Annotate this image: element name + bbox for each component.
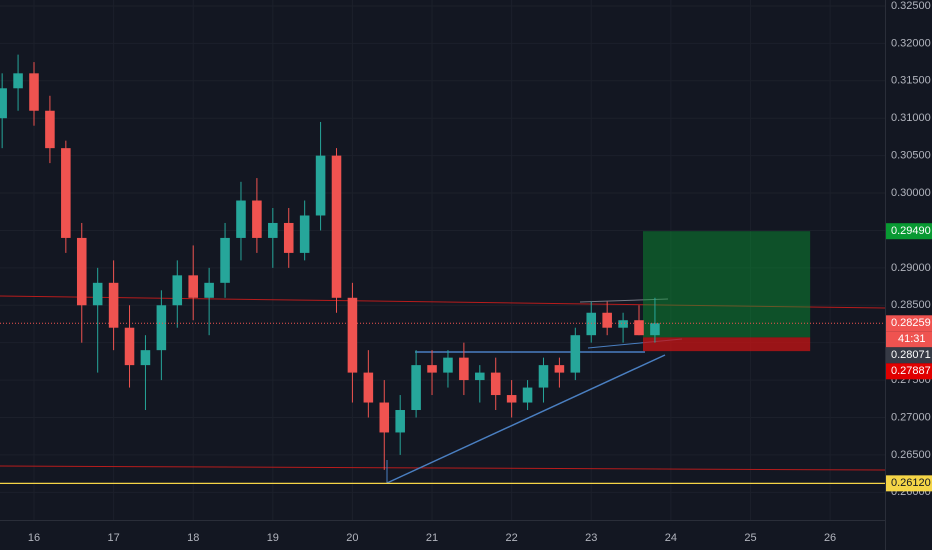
x-tick-label: 25 bbox=[744, 532, 756, 544]
x-tick-label: 22 bbox=[506, 532, 518, 544]
candle-body bbox=[13, 73, 23, 89]
candle-body bbox=[140, 350, 151, 366]
candle-body bbox=[29, 73, 39, 111]
x-tick-label: 19 bbox=[267, 532, 279, 544]
price-label-box bbox=[886, 315, 932, 332]
price-label-box bbox=[886, 347, 932, 364]
candle-body bbox=[299, 215, 310, 253]
candle-body bbox=[236, 200, 246, 238]
candle-body bbox=[252, 200, 262, 238]
candle-body bbox=[459, 357, 469, 381]
price-labels: 0.29490 0.28259 41:31 0.28071 0.27887 0.26120 bbox=[886, 223, 932, 492]
loss-zone bbox=[642, 337, 811, 352]
y-tick-label: 0.26500 bbox=[891, 449, 931, 461]
y-tick-label: 0.28500 bbox=[891, 299, 931, 311]
trend-line bbox=[579, 298, 669, 303]
candle-body bbox=[315, 155, 326, 216]
candle-body bbox=[411, 365, 421, 411]
x-tick-label: 18 bbox=[187, 532, 199, 544]
countdown-box bbox=[886, 331, 932, 348]
candle-body bbox=[45, 110, 55, 149]
price-label: 0.28259 bbox=[891, 317, 931, 329]
trend-line bbox=[0, 295, 886, 309]
candle-body bbox=[522, 387, 533, 403]
candle-body bbox=[331, 155, 342, 298]
candle-body bbox=[268, 222, 278, 238]
candle-body bbox=[188, 275, 198, 298]
x-tick-label: 23 bbox=[585, 532, 597, 544]
x-tick-label: 21 bbox=[426, 532, 438, 544]
candle-body bbox=[92, 282, 103, 306]
y-tick-label: 0.31500 bbox=[891, 75, 931, 87]
y-tick-label: 0.29000 bbox=[891, 262, 931, 274]
price-label-box bbox=[886, 363, 932, 380]
candle-body bbox=[538, 365, 549, 388]
price-label: 0.27887 bbox=[891, 365, 931, 377]
candle-body bbox=[204, 282, 214, 298]
candle-body bbox=[650, 323, 660, 336]
price-label-box bbox=[886, 223, 932, 240]
countdown: 41:31 bbox=[898, 333, 926, 345]
candle-body bbox=[108, 282, 119, 328]
x-tick-label: 20 bbox=[346, 532, 358, 544]
drawings bbox=[0, 295, 886, 484]
y-tick-label: 0.31000 bbox=[891, 112, 931, 124]
y-tick-label: 0.32500 bbox=[891, 0, 931, 12]
candle-body bbox=[347, 297, 358, 373]
y-tick-label: 0.32000 bbox=[891, 37, 931, 49]
x-tick-label: 26 bbox=[824, 532, 836, 544]
candle-body bbox=[76, 237, 87, 306]
candle-body bbox=[490, 372, 501, 396]
candle-body bbox=[220, 237, 230, 283]
candles bbox=[0, 54, 660, 470]
y-tick-label: 0.30000 bbox=[891, 187, 931, 199]
price-label: 0.29490 bbox=[891, 225, 931, 237]
candle-body bbox=[586, 312, 597, 336]
candle-body bbox=[634, 320, 644, 336]
candle-body bbox=[283, 222, 294, 253]
price-label: 0.26120 bbox=[891, 477, 931, 489]
y-tick-label: 0.30500 bbox=[891, 150, 931, 162]
candle-body bbox=[506, 395, 517, 403]
grid bbox=[0, 0, 885, 520]
candle-body bbox=[395, 410, 405, 433]
candle-body bbox=[618, 320, 628, 328]
price-label-box bbox=[886, 475, 932, 492]
levels bbox=[0, 322, 885, 484]
x-tick-label: 24 bbox=[665, 532, 677, 544]
candle-body bbox=[570, 335, 581, 373]
profit-zone bbox=[642, 231, 811, 338]
candle-body bbox=[0, 88, 7, 119]
candle-body bbox=[124, 327, 135, 366]
x-tick-label: 17 bbox=[107, 532, 119, 544]
candle-body bbox=[61, 148, 71, 238]
candle-body bbox=[172, 275, 183, 306]
candle-body bbox=[554, 365, 565, 373]
candle-body bbox=[379, 402, 390, 433]
candle-body bbox=[475, 372, 485, 381]
candle-body bbox=[363, 372, 374, 403]
candle-body bbox=[602, 312, 612, 328]
price-label: 0.28071 bbox=[891, 349, 931, 361]
position-tool bbox=[642, 231, 811, 352]
trend-line bbox=[0, 465, 886, 471]
trend-line bbox=[386, 354, 666, 484]
x-tick-label: 16 bbox=[28, 532, 40, 544]
candle-body bbox=[443, 357, 453, 373]
y-tick-label: 0.27000 bbox=[891, 411, 931, 423]
candle-body bbox=[156, 305, 167, 351]
candle-body bbox=[427, 365, 437, 373]
